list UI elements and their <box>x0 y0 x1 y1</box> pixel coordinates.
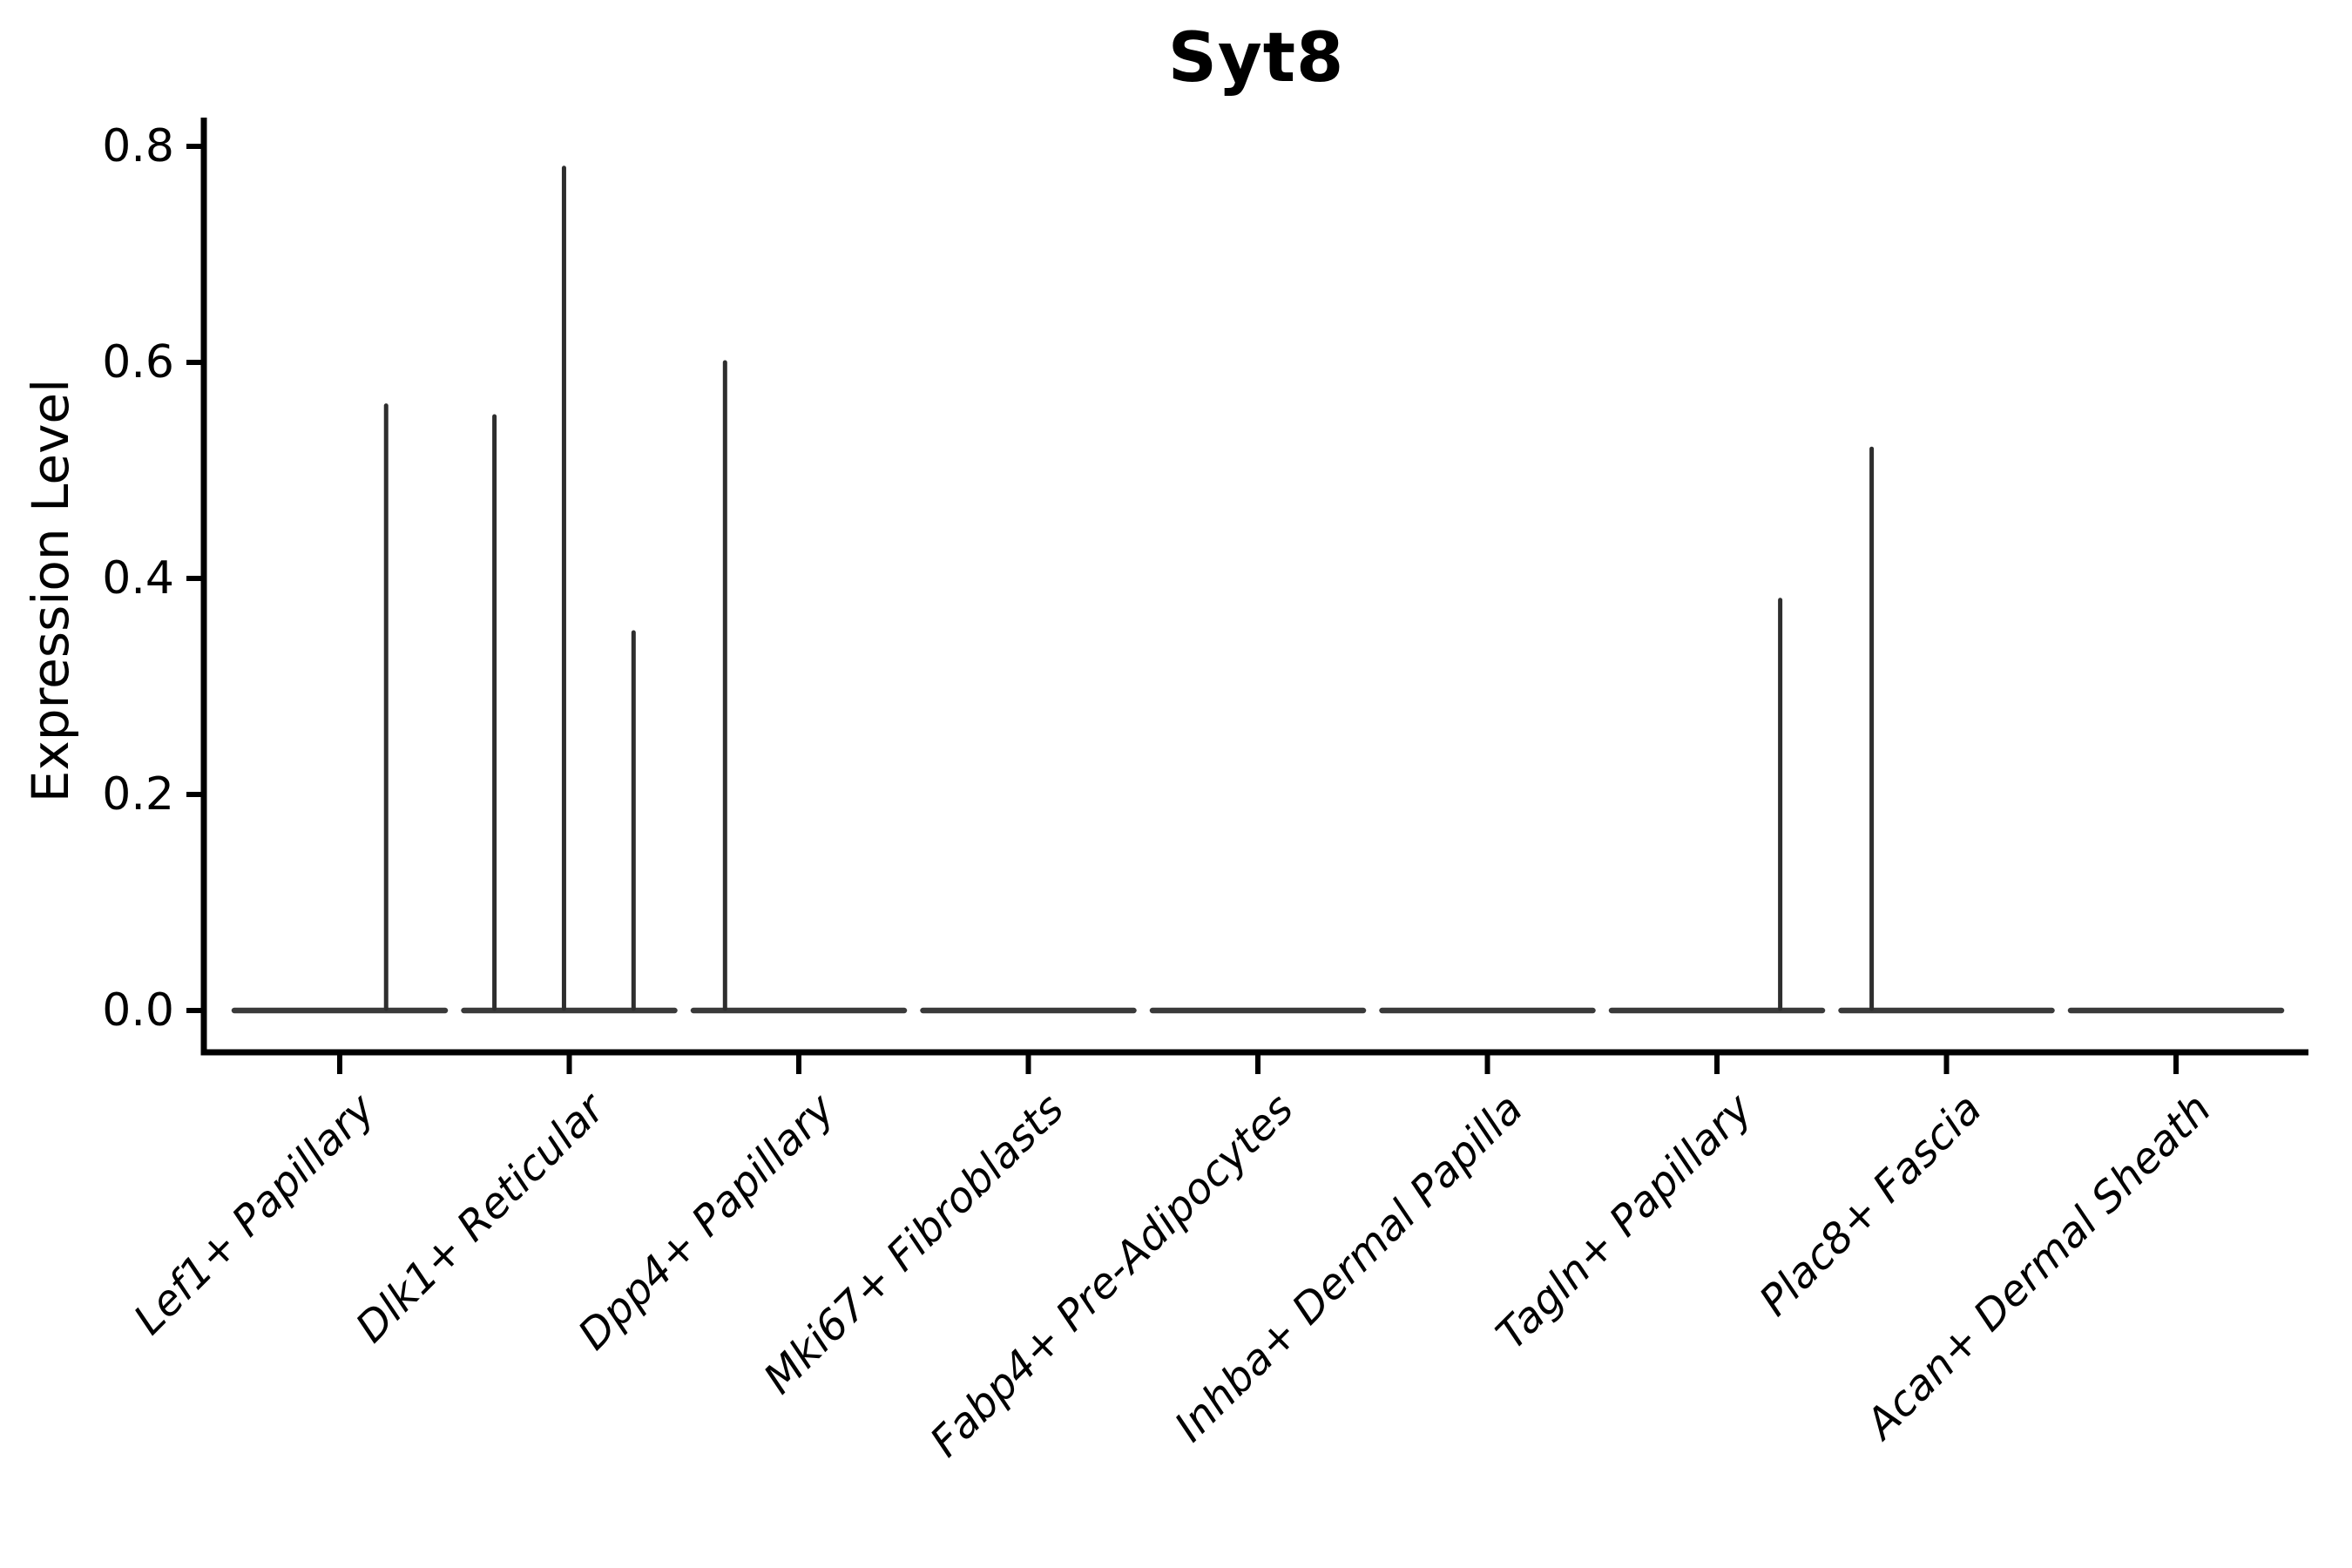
y-tick-label: 0.4 <box>102 552 174 605</box>
chart-title: Syt8 <box>1167 19 1345 98</box>
y-tick-label: 0.6 <box>102 336 174 389</box>
y-tick-label: 0.8 <box>102 120 174 172</box>
y-tick-label: 0.2 <box>102 768 174 821</box>
y-tick-label: 0.0 <box>102 984 174 1037</box>
